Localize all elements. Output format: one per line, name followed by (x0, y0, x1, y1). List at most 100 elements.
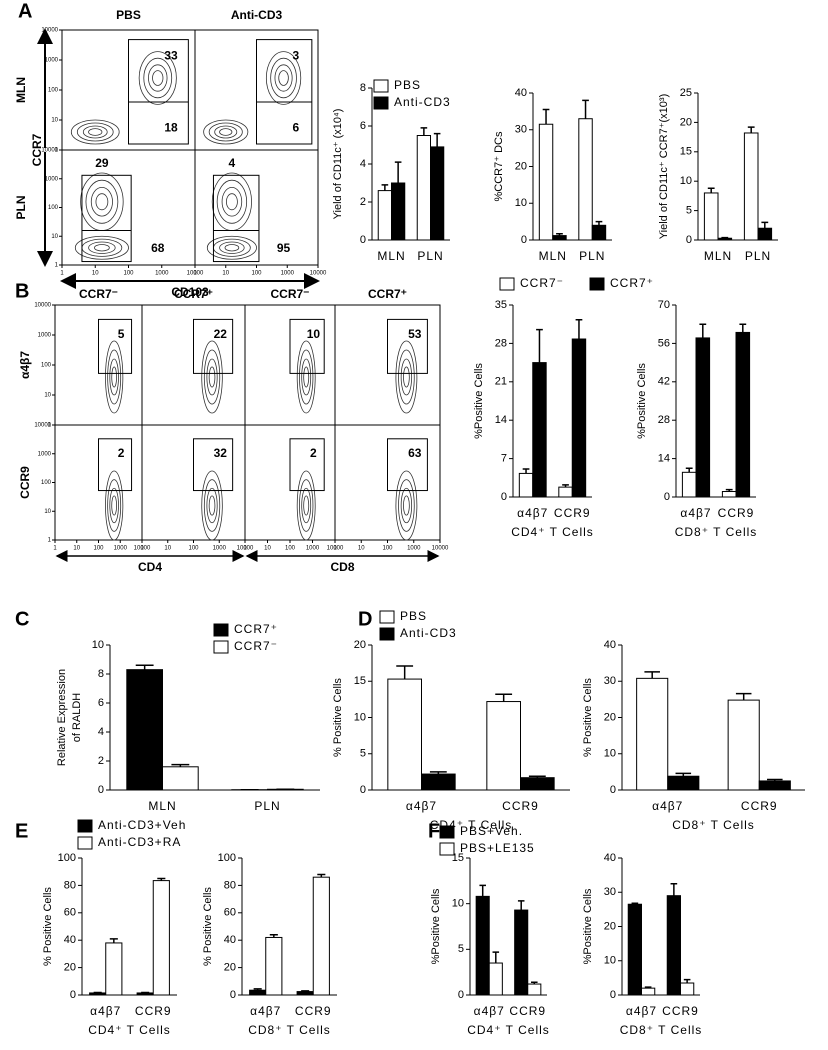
bar (527, 983, 542, 996)
contour (265, 51, 302, 105)
x-axis-label: CD8⁺ T Cells (675, 525, 758, 539)
contour (221, 186, 243, 217)
y-tick-label: 56 (658, 337, 670, 349)
y-tick-label: 28 (495, 337, 507, 349)
gate-value: 95 (277, 241, 291, 255)
error-bar (761, 221, 769, 229)
y-tick-label: 40 (64, 934, 76, 946)
bar (571, 338, 587, 498)
error-bar (631, 902, 639, 905)
error-bar (171, 763, 190, 767)
error-bar (135, 664, 154, 670)
legend-swatch (439, 825, 455, 839)
column-title: CCR7⁻ (79, 287, 118, 301)
flow-y-tick-label: 1000 (45, 176, 59, 182)
flow-x-tick-label: 1000 (306, 546, 320, 552)
y-axis-label: Yield of CD11c⁺ (x10⁴) (332, 109, 344, 220)
flow-x-tick-label: 1000 (155, 271, 169, 277)
legend-swatch (439, 842, 455, 856)
contour (301, 487, 312, 524)
contour (76, 122, 114, 142)
contour (203, 349, 221, 405)
y-tick-label: 10 (452, 898, 464, 910)
contour (299, 349, 314, 405)
y-axis-label: Relative Expression (56, 669, 68, 766)
contour (219, 128, 233, 136)
x-tick-label: α4β7 (652, 799, 683, 813)
x-tick-label: MLN (148, 799, 176, 813)
contour (88, 241, 116, 254)
y-tick-label: 15 (354, 675, 366, 687)
flow-x-tick-label: 100 (93, 546, 104, 552)
bar (727, 699, 760, 791)
y-tick-label: 10 (604, 748, 616, 760)
panel-label: E (15, 820, 28, 842)
x-tick-label: CCR9 (662, 1004, 699, 1018)
contour (201, 340, 223, 414)
bar (387, 678, 422, 791)
legend-label: CCR7⁺ (234, 622, 278, 636)
contour (74, 235, 129, 260)
bar (666, 895, 681, 996)
contour (90, 186, 113, 217)
flow-x-tick-label: 1000 (281, 271, 295, 277)
bar (162, 766, 199, 791)
bar (641, 987, 656, 996)
error-bar (683, 978, 691, 984)
y-tick-label: 2 (360, 196, 366, 208)
flow-x-tick-label: 10000 (187, 271, 204, 277)
y-tick-label: 100 (58, 852, 76, 864)
contour (107, 479, 122, 532)
contour (203, 479, 221, 532)
legend-label: PBS (400, 609, 427, 623)
gate (81, 174, 132, 263)
bar (717, 237, 733, 241)
legend-label: CCR7⁻ (520, 276, 564, 290)
x-tick-label: α4β7 (626, 1004, 657, 1018)
error-bar (739, 323, 747, 333)
bar (667, 775, 700, 791)
bar (681, 471, 697, 498)
flow-y-tick-label: 1000 (38, 333, 52, 339)
y-axis-label: % Positive Cells (202, 887, 214, 966)
y-tick-label: 0 (458, 989, 464, 1001)
y-tick-label: 10 (515, 197, 527, 209)
x-tick-label: PLN (254, 799, 280, 813)
gate (289, 438, 325, 492)
panel-label: D (358, 608, 372, 630)
flow-y-tick-label: 10 (51, 234, 58, 240)
error-bar (670, 882, 678, 896)
gate-value: 29 (95, 156, 109, 170)
y-tick-label: 5 (686, 205, 692, 217)
flow-x-tick-label: 100 (188, 546, 199, 552)
y-tick-label: 30 (604, 886, 616, 898)
bar (552, 235, 567, 241)
x-tick-label: CCR9 (554, 506, 591, 520)
y-tick-label: 30 (604, 675, 616, 687)
flow-x-tick-label: 100 (251, 271, 262, 277)
y-tick-label: 30 (515, 124, 527, 136)
gate-value: 32 (214, 446, 228, 460)
flow-y-tick-label: 1 (48, 538, 52, 544)
bar (416, 135, 431, 241)
bar (475, 895, 490, 996)
y-tick-label: 0 (501, 491, 507, 503)
bar (514, 909, 529, 996)
error-bar (747, 126, 755, 133)
legend-label: Anti-CD3+Veh (98, 818, 186, 832)
y-tick-label: 40 (224, 934, 236, 946)
error-bar (675, 772, 692, 777)
contour (109, 358, 119, 396)
x-tick-label: CCR9 (295, 1004, 332, 1018)
error-bar (575, 319, 583, 340)
error-bar (735, 692, 752, 701)
x-tick-label: CCR9 (718, 506, 755, 520)
gate (98, 318, 133, 374)
flow-x-tick-label: 10000 (310, 271, 327, 277)
y-axis-label: CCR7 (30, 133, 44, 166)
y-axis-label: % Positive Cells (582, 678, 594, 757)
y-tick-label: 7 (501, 453, 507, 465)
bar (703, 192, 719, 241)
x-axis-label: CD8 (330, 560, 354, 574)
